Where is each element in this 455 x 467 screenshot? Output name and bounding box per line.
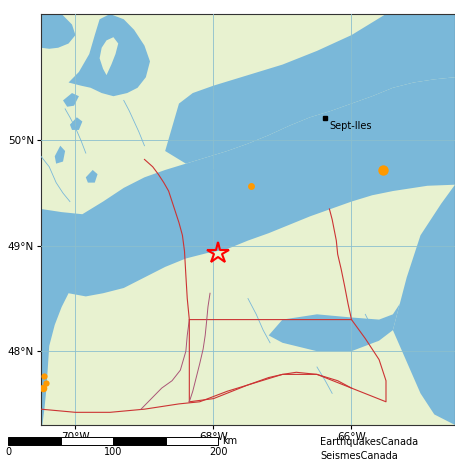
Bar <box>166 437 218 445</box>
Bar <box>8 437 61 445</box>
Bar <box>113 437 166 445</box>
Polygon shape <box>165 14 455 163</box>
Text: 100: 100 <box>104 447 122 457</box>
Polygon shape <box>70 117 82 130</box>
Text: Sept-Iles: Sept-Iles <box>329 121 372 132</box>
Polygon shape <box>63 93 79 107</box>
Polygon shape <box>393 185 455 425</box>
Text: SeismesCanada: SeismesCanada <box>320 451 398 461</box>
Bar <box>61 437 113 445</box>
Polygon shape <box>100 37 118 75</box>
Polygon shape <box>41 262 69 425</box>
Polygon shape <box>69 14 150 96</box>
Text: km: km <box>222 436 237 446</box>
Polygon shape <box>86 170 97 183</box>
Polygon shape <box>41 77 455 297</box>
Polygon shape <box>41 14 76 49</box>
Text: 200: 200 <box>209 447 227 457</box>
Polygon shape <box>55 146 65 163</box>
Polygon shape <box>269 304 400 351</box>
Text: 0: 0 <box>5 447 11 457</box>
Text: EarthquakesCanada: EarthquakesCanada <box>320 437 418 447</box>
